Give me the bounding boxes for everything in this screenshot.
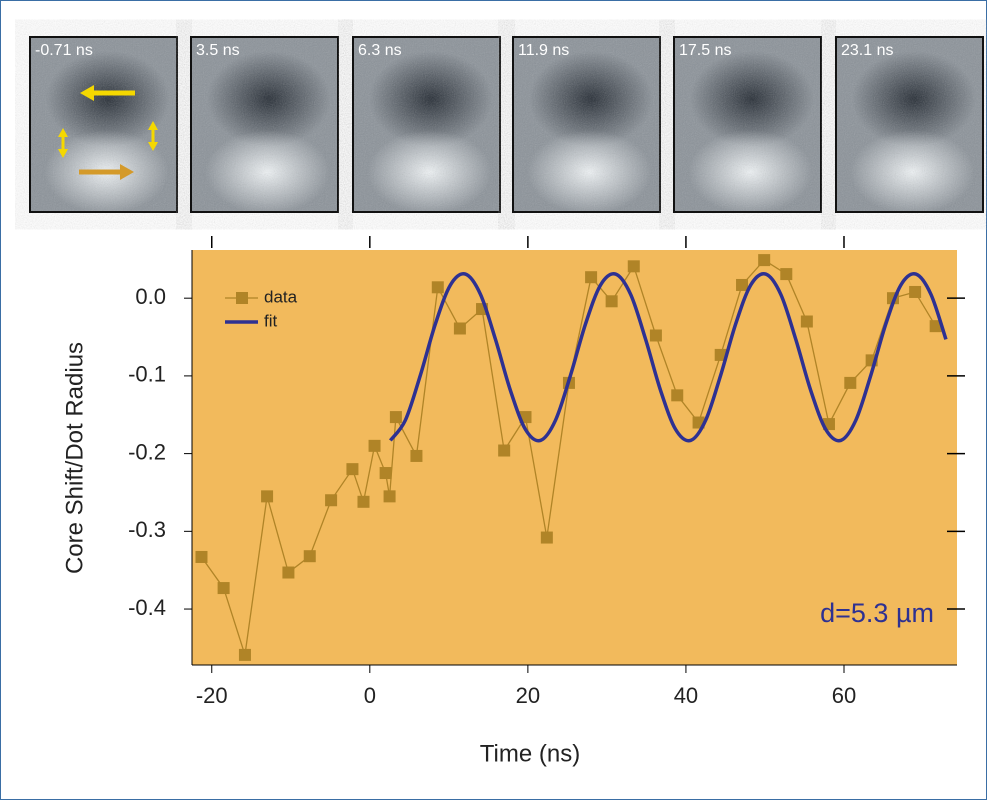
series-line <box>388 272 948 443</box>
data-point <box>195 550 208 563</box>
y-tick-label: -0.4 <box>128 595 166 620</box>
data-point <box>303 550 316 563</box>
data-point <box>929 320 942 333</box>
y-tick-label: 0.0 <box>135 284 166 309</box>
data-point <box>498 444 511 457</box>
data-point <box>346 463 359 476</box>
legend-marker <box>236 292 248 304</box>
data-point <box>585 271 598 284</box>
panel-border <box>190 36 339 213</box>
data-point <box>410 449 423 462</box>
annotation: d=5.3 µm <box>820 598 934 628</box>
x-tick-label: 0 <box>364 683 376 708</box>
data-point <box>627 260 640 273</box>
data-point <box>649 329 662 342</box>
data-point <box>671 389 684 402</box>
grain <box>674 37 821 212</box>
panel-border <box>673 36 822 213</box>
x-tick-label: -20 <box>196 683 228 708</box>
data-point <box>261 490 274 503</box>
data-point <box>453 322 466 335</box>
panel: 6.3 ns <box>352 36 501 214</box>
data-point <box>389 411 402 424</box>
data-point <box>383 490 396 503</box>
grain <box>836 37 983 212</box>
plot: 0.0 -0.1 -0.2 -0.3 -0.4 -20 0 20 40 60 data fit <box>128 236 965 708</box>
panel-border <box>835 36 984 213</box>
legend-label: data <box>264 287 298 306</box>
data-point <box>844 376 857 389</box>
data-point <box>368 439 381 452</box>
data-point <box>238 648 251 661</box>
panel-label: 3.5 ns <box>196 42 240 59</box>
data-point <box>217 582 230 595</box>
panel-label: 17.5 ns <box>679 42 731 59</box>
grain <box>30 37 177 212</box>
data-point <box>714 348 727 361</box>
y-tick-label: -0.2 <box>128 439 166 464</box>
grain <box>513 37 660 212</box>
plot-area <box>192 250 957 665</box>
x-tick-label: 20 <box>516 683 540 708</box>
panel-border <box>352 36 501 213</box>
data-point <box>379 467 392 480</box>
data-point <box>540 531 553 544</box>
y-axis-label: Core Shift/Dot Radius <box>61 342 88 574</box>
panel-border <box>29 36 178 213</box>
grain <box>191 37 338 212</box>
panel-label: 23.1 ns <box>841 42 893 59</box>
panel: 11.9 ns <box>512 36 661 214</box>
panels: -0.71 ns 3.5 ns 6.3 ns 11.9 ns 17.5 ns 23.1 n… <box>29 36 984 214</box>
data-point <box>431 281 444 294</box>
panel: 17.5 ns <box>673 36 822 214</box>
panel-border <box>512 36 661 213</box>
data-point <box>800 315 813 328</box>
panel: 3.5 ns <box>190 36 339 214</box>
data-point <box>605 295 618 308</box>
data-point <box>325 494 338 507</box>
y-tick-label: -0.3 <box>128 517 166 542</box>
data-point <box>758 254 771 267</box>
panel-label: 11.9 ns <box>518 42 569 59</box>
data-point <box>909 285 922 298</box>
x-tick-label: 60 <box>832 683 856 708</box>
arrows <box>58 85 158 180</box>
data-point <box>357 495 370 508</box>
x-tick-label: 40 <box>674 683 698 708</box>
panel-label: 6.3 ns <box>358 42 402 59</box>
data-point <box>736 278 749 291</box>
legend-label: fit <box>264 311 278 330</box>
grain <box>353 37 500 212</box>
series-group <box>195 254 948 661</box>
x-axis-label: Time (ns) <box>480 740 580 767</box>
panel-label: -0.71 ns <box>35 42 93 59</box>
data-point <box>780 268 793 281</box>
panel: 23.1 ns <box>835 36 984 214</box>
y-tick-label: -0.1 <box>128 362 166 387</box>
data-point <box>282 566 295 579</box>
